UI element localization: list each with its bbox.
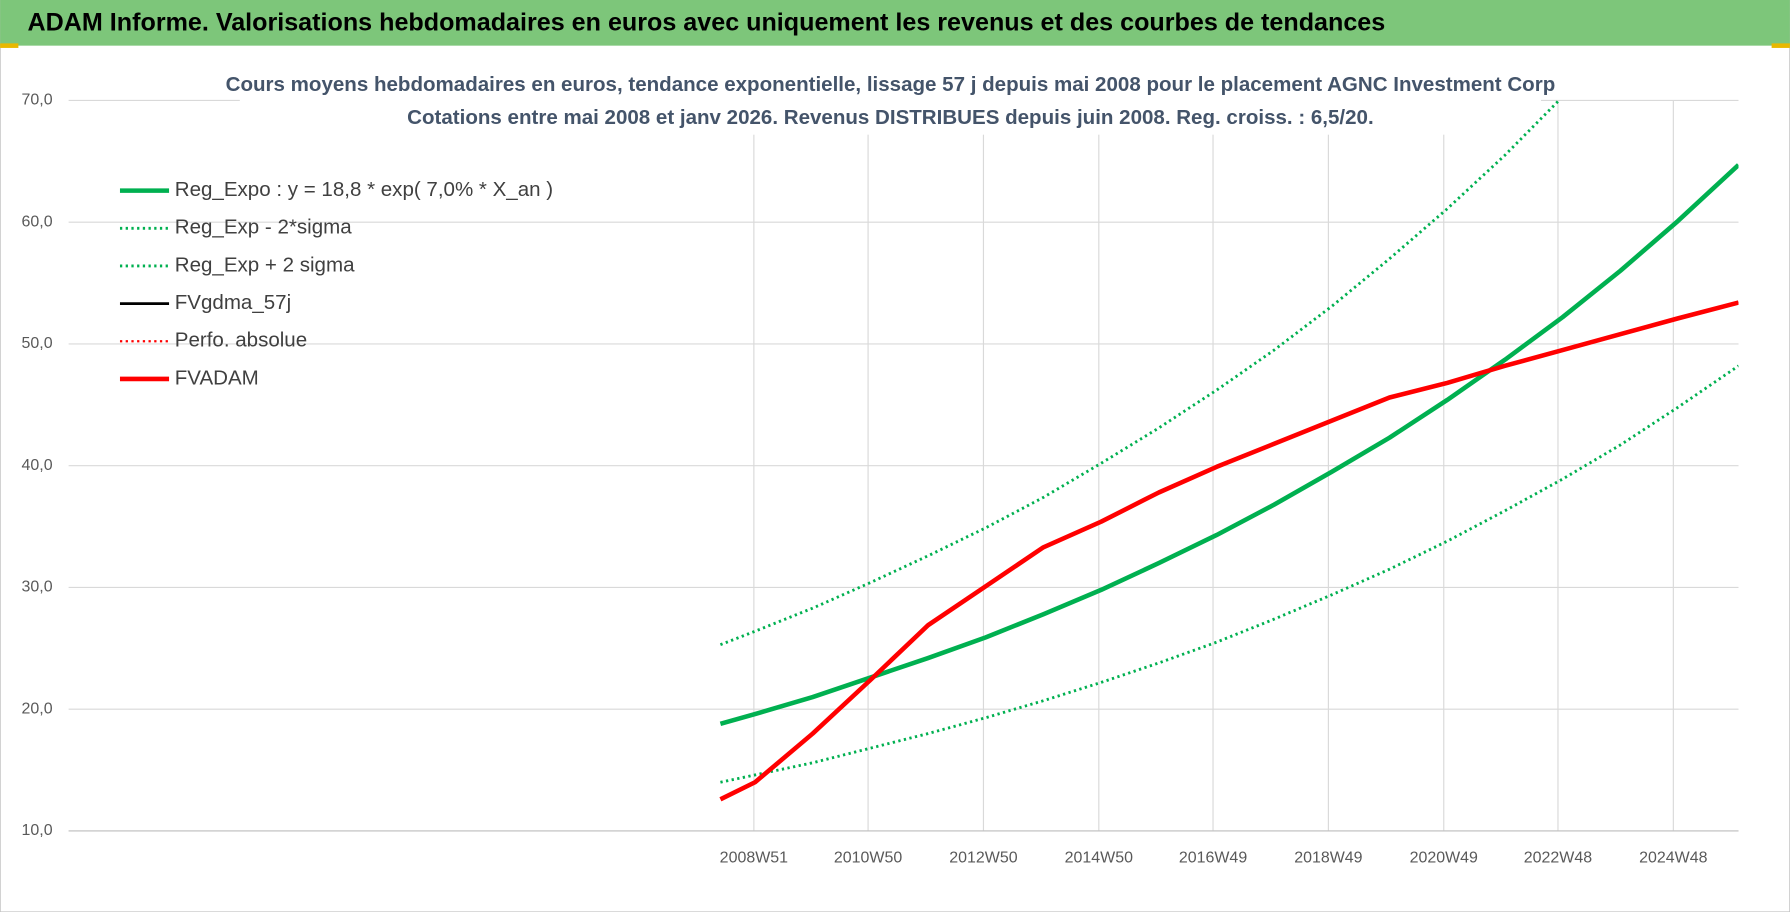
legend-label: Reg_Expo : y = 18,8 * exp( 7,0% * X_an ) [175, 178, 553, 201]
x-tick-label: 2018W49 [1294, 850, 1362, 867]
x-tick-label: 2012W50 [949, 850, 1017, 867]
chart-subtitle: Cotations entre mai 2008 et janv 2026. R… [407, 106, 1373, 129]
y-tick-label: 50,0 [22, 335, 53, 352]
corner-mark [1771, 43, 1790, 48]
x-tick-label: 2010W50 [834, 850, 902, 867]
title-box [239, 70, 1542, 135]
y-tick-label: 70,0 [22, 92, 53, 109]
x-tick-label: 2022W48 [1524, 850, 1592, 867]
y-tick-label: 40,0 [22, 457, 53, 474]
legend-label: Perfo. absolue [175, 329, 307, 352]
y-tick-label: 30,0 [22, 579, 53, 596]
y-tick-label: 20,0 [22, 700, 53, 717]
corner-mark [0, 43, 19, 48]
y-tick-label: 10,0 [22, 822, 53, 839]
legend-label: FVgdma_57j [175, 291, 291, 314]
x-tick-label: 2014W50 [1065, 850, 1133, 867]
legend-label: FVADAM [175, 366, 259, 389]
x-tick-label: 2020W49 [1410, 850, 1478, 867]
x-tick-label: 2016W49 [1179, 850, 1247, 867]
legend-label: Reg_Exp - 2*sigma [175, 216, 352, 239]
y-tick-label: 60,0 [22, 213, 53, 230]
series-line [719, 300, 1739, 802]
x-tick-label: 2024W48 [1639, 850, 1707, 867]
chart-title: Cours moyens hebdomadaires en euros, ten… [226, 73, 1556, 96]
legend-label: Reg_Exp + 2 sigma [175, 253, 355, 276]
x-tick-label: 2008W51 [720, 850, 788, 867]
header-title: ADAM Informe. Valorisations hebdomadaire… [28, 9, 1386, 37]
header-bar [0, 0, 1790, 46]
